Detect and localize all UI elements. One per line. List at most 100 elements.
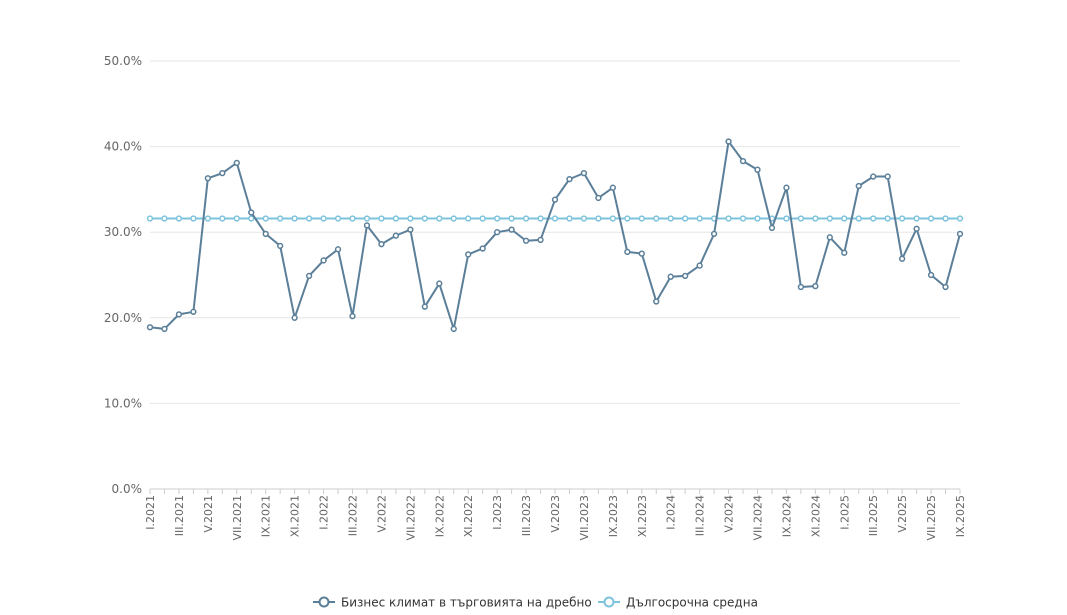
average-point[interactable] (609, 215, 617, 222)
climate-point[interactable] (349, 312, 356, 320)
average-point[interactable] (783, 215, 790, 222)
average-point[interactable] (638, 215, 645, 222)
average-point[interactable] (262, 215, 269, 222)
climate-point[interactable] (363, 222, 371, 229)
average-point[interactable] (927, 215, 935, 222)
legend-item-long-term-average[interactable]: Дългосрочна средна (598, 596, 758, 610)
average-point[interactable] (551, 215, 559, 222)
average-point[interactable] (175, 215, 183, 222)
climate-point[interactable] (305, 272, 313, 280)
climate-point[interactable] (696, 262, 703, 269)
average-point[interactable] (580, 215, 588, 222)
average-point[interactable] (913, 215, 920, 222)
climate-point[interactable] (580, 169, 588, 177)
climate-point[interactable] (450, 325, 457, 333)
average-point[interactable] (407, 215, 414, 222)
climate-point[interactable] (204, 175, 212, 182)
average-point[interactable] (508, 215, 515, 222)
average-point[interactable] (219, 215, 226, 222)
average-point[interactable] (450, 215, 457, 222)
average-point[interactable] (797, 215, 805, 222)
average-point[interactable] (595, 215, 602, 222)
climate-point[interactable] (870, 173, 877, 180)
average-point[interactable] (898, 215, 906, 222)
average-point[interactable] (754, 215, 761, 222)
climate-point[interactable] (277, 242, 284, 250)
climate-point[interactable] (754, 166, 761, 173)
climate-point[interactable] (812, 282, 819, 290)
climate-point[interactable] (551, 196, 559, 203)
climate-point[interactable] (855, 182, 862, 190)
average-point[interactable] (436, 215, 443, 222)
climate-point[interactable] (320, 257, 327, 264)
climate-point[interactable] (566, 175, 573, 183)
climate-point[interactable] (783, 184, 790, 191)
climate-point[interactable] (479, 245, 486, 252)
climate-point[interactable] (522, 237, 530, 244)
climate-point[interactable] (739, 158, 747, 165)
average-point[interactable] (956, 215, 964, 222)
average-point[interactable] (725, 215, 732, 222)
climate-point[interactable] (465, 251, 472, 258)
average-point[interactable] (812, 215, 819, 222)
climate-point[interactable] (595, 194, 602, 202)
climate-point[interactable] (841, 249, 848, 256)
average-point[interactable] (277, 215, 284, 222)
climate-point[interactable] (291, 314, 298, 321)
climate-point[interactable] (942, 283, 949, 291)
climate-point[interactable] (927, 271, 935, 279)
climate-point[interactable] (638, 250, 645, 257)
average-point[interactable] (233, 215, 240, 222)
average-point[interactable] (161, 215, 168, 222)
climate-point[interactable] (407, 226, 414, 233)
climate-point[interactable] (624, 248, 631, 256)
average-point[interactable] (305, 215, 313, 222)
climate-point[interactable] (334, 246, 342, 253)
average-point[interactable] (841, 215, 848, 222)
climate-point[interactable] (667, 273, 674, 280)
average-point[interactable] (421, 215, 428, 222)
average-point[interactable] (826, 215, 833, 222)
climate-point[interactable] (493, 229, 501, 236)
average-point[interactable] (248, 215, 255, 222)
average-point[interactable] (349, 215, 356, 222)
average-point[interactable] (653, 215, 660, 222)
climate-point[interactable] (508, 226, 515, 233)
average-point[interactable] (624, 215, 631, 222)
climate-point[interactable] (190, 308, 197, 315)
climate-point[interactable] (233, 159, 240, 167)
climate-point[interactable] (219, 169, 226, 177)
climate-point[interactable] (609, 184, 617, 191)
average-point[interactable] (522, 215, 530, 222)
climate-point[interactable] (146, 324, 154, 331)
average-point[interactable] (378, 215, 385, 222)
climate-point[interactable] (248, 209, 255, 216)
climate-point[interactable] (653, 298, 660, 305)
climate-point[interactable] (884, 173, 891, 180)
climate-point[interactable] (898, 255, 906, 262)
climate-point[interactable] (161, 325, 168, 333)
climate-point[interactable] (826, 234, 833, 241)
average-point[interactable] (696, 215, 703, 222)
climate-point[interactable] (537, 236, 544, 244)
climate-point[interactable] (262, 230, 269, 238)
climate-point[interactable] (436, 280, 443, 287)
average-point[interactable] (363, 215, 371, 222)
average-point[interactable] (146, 215, 154, 222)
average-point[interactable] (291, 215, 298, 222)
average-point[interactable] (493, 215, 501, 222)
average-point[interactable] (870, 215, 877, 222)
average-point[interactable] (884, 215, 891, 222)
average-point[interactable] (465, 215, 472, 222)
climate-point[interactable] (710, 230, 718, 238)
average-point[interactable] (334, 215, 342, 222)
climate-point[interactable] (725, 138, 732, 145)
average-point[interactable] (667, 215, 674, 222)
average-point[interactable] (320, 215, 327, 222)
climate-point[interactable] (175, 311, 183, 318)
average-point[interactable] (682, 215, 689, 222)
average-point[interactable] (537, 215, 544, 222)
climate-point[interactable] (392, 232, 400, 239)
climate-point[interactable] (682, 272, 689, 280)
average-point[interactable] (739, 215, 747, 222)
